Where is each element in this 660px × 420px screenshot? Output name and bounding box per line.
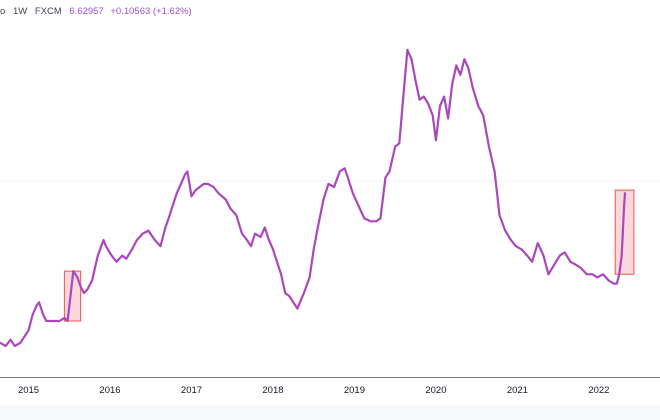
x-tick-label-2021: 2021 — [507, 385, 528, 396]
highlight-boxes — [63, 189, 635, 322]
price-line-series-1 — [0, 48, 627, 348]
symbol-header: o 1W FXCM 6.62957 +0.10563 (+1.62%) — [0, 5, 196, 19]
x-tick-label-2015: 2015 — [18, 385, 39, 396]
highlight-box-2 — [614, 189, 635, 275]
x-tick-label-2018: 2018 — [262, 385, 283, 396]
time-axis[interactable]: 2015 2016 2017 2018 2019 2020 2021 2022 — [0, 377, 660, 420]
price-change: +0.10563 (+1.62%) — [110, 6, 192, 17]
bottom-toolbar-strip — [0, 405, 660, 420]
price-series — [0, 48, 627, 348]
x-tick-label-2020: 2020 — [425, 385, 446, 396]
data-source-label: FXCM — [34, 6, 62, 17]
x-tick-label-2016: 2016 — [99, 385, 120, 396]
symbol-name-fragment: o — [0, 6, 6, 17]
x-tick-label-2022: 2022 — [588, 385, 609, 396]
interval-label[interactable]: 1W — [12, 6, 28, 17]
last-price: 6.62957 — [69, 6, 104, 17]
x-tick-label-2017: 2017 — [181, 385, 202, 396]
x-tick-label-2019: 2019 — [344, 385, 365, 396]
